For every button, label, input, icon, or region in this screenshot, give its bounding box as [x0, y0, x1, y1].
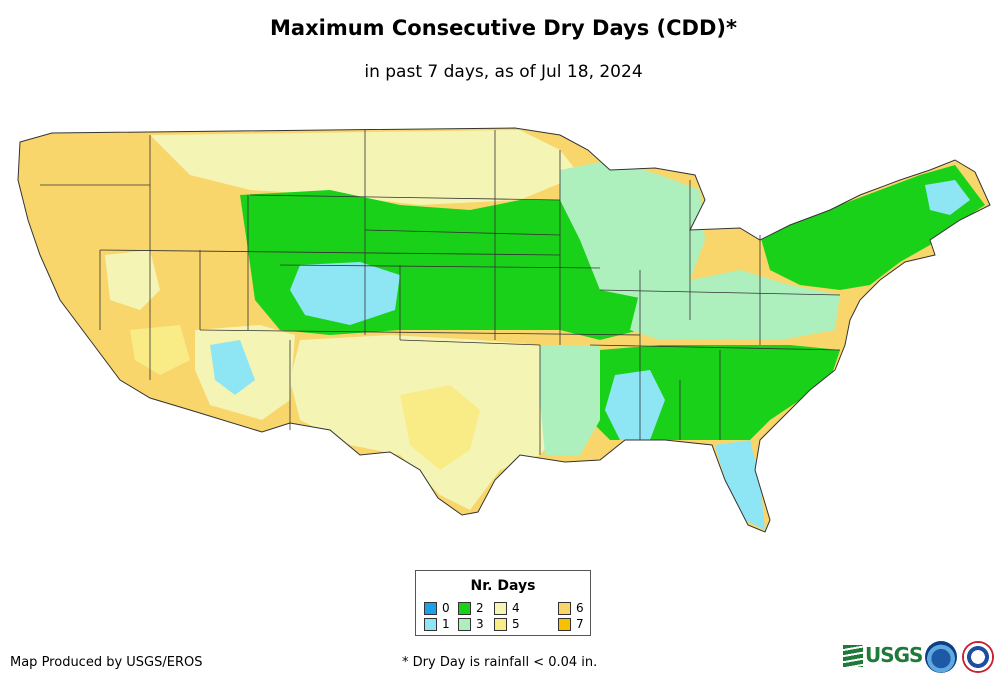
legend-label: 6 — [576, 601, 584, 615]
legend-item-2: 2 — [458, 602, 484, 615]
map-subtitle: in past 7 days, as of Jul 18, 2024 — [364, 62, 643, 82]
producer-credit: Map Produced by USGS/EROS — [10, 655, 203, 670]
legend-swatch — [424, 618, 437, 631]
nws-logo-icon — [962, 641, 994, 673]
legend-title: Nr. Days — [470, 578, 536, 594]
legend-swatch — [424, 602, 437, 615]
legend-label: 5 — [512, 617, 520, 631]
zone-3-days-south-central — [540, 345, 600, 455]
zone-5-days-southern-nevada — [130, 325, 190, 375]
legend-label: 7 — [576, 617, 584, 631]
usgs-bars-icon — [843, 645, 863, 667]
legend-label: 2 — [476, 601, 484, 615]
legend-item-1: 1 — [424, 618, 450, 631]
legend-swatch — [458, 602, 471, 615]
legend-label: 1 — [442, 617, 450, 631]
zone-3-days-great-lakes — [560, 160, 705, 300]
zone-1-day-maine — [925, 180, 970, 215]
legend-swatch — [494, 618, 507, 631]
zone-5-days-texas — [400, 385, 480, 470]
legend-item-5: 5 — [494, 618, 520, 631]
usgs-wordmark: USGS — [865, 643, 923, 667]
legend-item-0: 0 — [424, 602, 450, 615]
zone-3-days-ohio-valley — [630, 270, 840, 340]
legend-label: 0 — [442, 601, 450, 615]
noaa-logo-icon — [925, 641, 957, 673]
map-legend: Nr. Days 0 1 2 3 4 5 6 7 — [415, 570, 591, 636]
legend-swatch — [494, 602, 507, 615]
legend-item-4: 4 — [494, 602, 520, 615]
legend-item-7: 7 — [558, 618, 584, 631]
state-boundaries — [40, 130, 841, 455]
legend-label: 3 — [476, 617, 484, 631]
zone-1-day-colorado — [290, 262, 400, 325]
legend-swatch — [558, 602, 571, 615]
zone-1-day-mississippi — [605, 370, 665, 440]
legend-label: 4 — [512, 601, 520, 615]
legend-item-6: 6 — [558, 602, 584, 615]
zone-4-days-great-basin — [105, 250, 160, 310]
legend-item-3: 3 — [458, 618, 484, 631]
zone-1-day-arizona — [210, 340, 255, 395]
legend-swatch — [558, 618, 571, 631]
dry-day-footnote: * Dry Day is rainfall < 0.04 in. — [402, 655, 598, 670]
usgs-logo: USGS — [843, 643, 923, 669]
legend-swatch — [458, 618, 471, 631]
map-title: Maximum Consecutive Dry Days (CDD)* — [270, 16, 737, 40]
zone-1-day-florida — [715, 440, 765, 530]
